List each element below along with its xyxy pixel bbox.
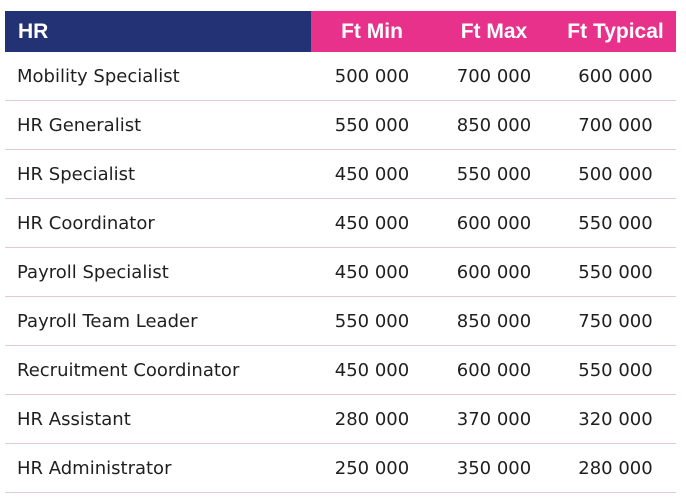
min-cell: 450 000 xyxy=(311,247,433,297)
typical-cell: 500 000 xyxy=(555,149,676,199)
typical-cell: 320 000 xyxy=(555,394,676,444)
min-cell: 500 000 xyxy=(311,52,433,101)
header-role: HR xyxy=(5,11,311,52)
role-cell: Payroll Team Leader xyxy=(5,296,311,346)
min-cell: 450 000 xyxy=(311,198,433,248)
max-cell: 550 000 xyxy=(433,149,555,199)
typical-cell: 700 000 xyxy=(555,100,676,150)
max-cell: 700 000 xyxy=(433,52,555,101)
header-typical: Ft Typical xyxy=(555,11,676,52)
table-row: HR Administrator 250 000 350 000 280 000 xyxy=(5,443,676,493)
max-cell: 850 000 xyxy=(433,100,555,150)
salary-table: HR Ft Min Ft Max Ft Typical Mobility Spe… xyxy=(5,11,676,493)
min-cell: 250 000 xyxy=(311,443,433,493)
table-row: Recruitment Coordinator 450 000 600 000 … xyxy=(5,345,676,395)
max-cell: 850 000 xyxy=(433,296,555,346)
role-cell: HR Administrator xyxy=(5,443,311,493)
min-cell: 550 000 xyxy=(311,296,433,346)
typical-cell: 280 000 xyxy=(555,443,676,493)
table-row: HR Generalist 550 000 850 000 700 000 xyxy=(5,100,676,150)
role-cell: Mobility Specialist xyxy=(5,52,311,101)
table-row: Payroll Team Leader 550 000 850 000 750 … xyxy=(5,296,676,346)
table-row: HR Assistant 280 000 370 000 320 000 xyxy=(5,394,676,444)
role-cell: HR Assistant xyxy=(5,394,311,444)
role-cell: Recruitment Coordinator xyxy=(5,345,311,395)
min-cell: 450 000 xyxy=(311,345,433,395)
max-cell: 370 000 xyxy=(433,394,555,444)
header-min: Ft Min xyxy=(311,11,433,52)
min-cell: 280 000 xyxy=(311,394,433,444)
typical-cell: 750 000 xyxy=(555,296,676,346)
header-row: HR Ft Min Ft Max Ft Typical xyxy=(5,11,676,52)
typical-cell: 550 000 xyxy=(555,247,676,297)
role-cell: HR Coordinator xyxy=(5,198,311,248)
typical-cell: 550 000 xyxy=(555,198,676,248)
table-row: Mobility Specialist 500 000 700 000 600 … xyxy=(5,52,676,101)
table-row: Payroll Specialist 450 000 600 000 550 0… xyxy=(5,247,676,297)
max-cell: 350 000 xyxy=(433,443,555,493)
table-row: HR Specialist 450 000 550 000 500 000 xyxy=(5,149,676,199)
typical-cell: 600 000 xyxy=(555,52,676,101)
header-max: Ft Max xyxy=(433,11,555,52)
max-cell: 600 000 xyxy=(433,345,555,395)
max-cell: 600 000 xyxy=(433,247,555,297)
max-cell: 600 000 xyxy=(433,198,555,248)
role-cell: HR Generalist xyxy=(5,100,311,150)
table-row: HR Coordinator 450 000 600 000 550 000 xyxy=(5,198,676,248)
min-cell: 450 000 xyxy=(311,149,433,199)
role-cell: Payroll Specialist xyxy=(5,247,311,297)
min-cell: 550 000 xyxy=(311,100,433,150)
typical-cell: 550 000 xyxy=(555,345,676,395)
role-cell: HR Specialist xyxy=(5,149,311,199)
